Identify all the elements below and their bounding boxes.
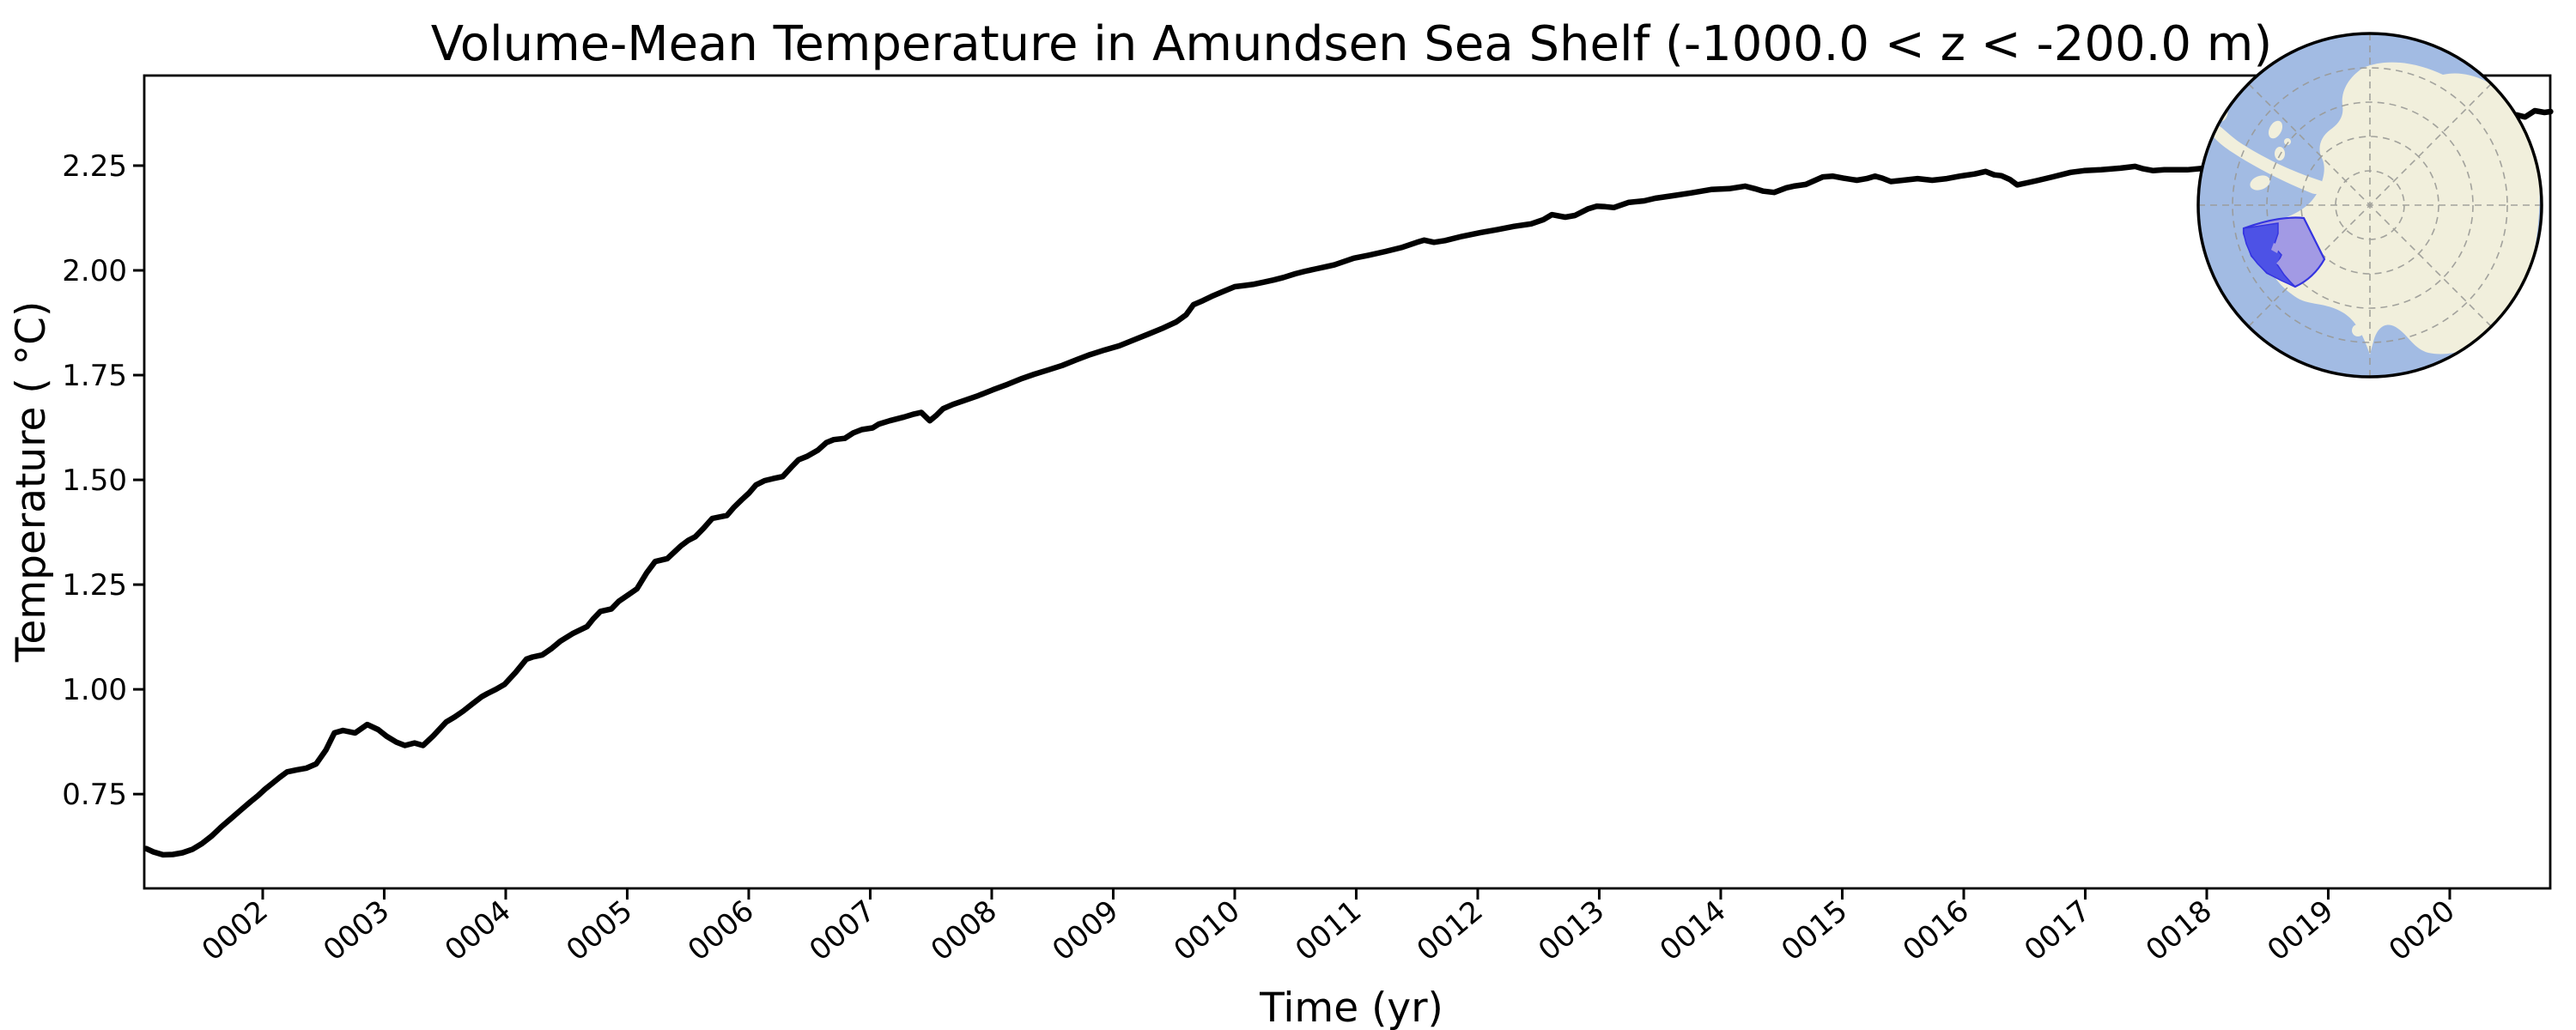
x-tick-label: 0012 [1411, 894, 1490, 967]
region-highlight-shelf [2243, 222, 2296, 288]
antarctic-peninsula [2208, 123, 2324, 195]
x-tick-label: 0020 [2383, 894, 2462, 967]
y-tick-label: 1.75 [62, 359, 127, 393]
inset-island [2284, 138, 2291, 145]
y-axis-ticks: 0.75 1.00 1.25 1.50 1.75 2.00 2.25 [62, 149, 144, 812]
graticule-parallel [2232, 67, 2508, 343]
region-shelf-gap [2271, 243, 2280, 253]
x-tick-label: 0018 [2140, 894, 2219, 967]
x-tick-label: 0004 [439, 894, 518, 967]
plot-area-spines [143, 74, 2552, 890]
inset-border [2196, 32, 2543, 379]
x-tick-label: 0015 [1775, 894, 1854, 967]
antarctica-mainland [2264, 62, 2540, 354]
chart-title: Volume-Mean Temperature in Amundsen Sea … [431, 16, 2272, 72]
x-tick-label: 0003 [317, 894, 396, 967]
x-tick-label: 0019 [2261, 894, 2340, 967]
y-tick-label: 0.75 [62, 778, 127, 812]
y-tick-label: 1.25 [62, 568, 127, 603]
x-axis-ticks: 0002 0003 0004 0005 0006 0007 0008 0009 0010 0011… [196, 888, 2462, 968]
region-shelf-gap [2276, 258, 2286, 267]
y-axis-label: Temperature ( °C) [8, 301, 55, 663]
y-tick-label: 2.25 [62, 149, 127, 184]
x-axis-label: Time (yr) [1259, 985, 1443, 1030]
x-tick-label: 0016 [1897, 894, 1976, 967]
x-tick-label: 0007 [803, 894, 882, 967]
graticule-meridian [2248, 83, 2492, 327]
y-tick-label: 1.00 [62, 673, 127, 707]
inset-island [2352, 324, 2364, 336]
x-tick-label: 0011 [1289, 894, 1368, 967]
y-tick-label: 1.50 [62, 464, 127, 498]
x-tick-label: 0010 [1168, 894, 1247, 967]
x-tick-label: 0014 [1654, 894, 1733, 967]
x-tick-label: 0008 [925, 894, 1004, 967]
x-tick-label: 0006 [682, 894, 761, 967]
y-tick-label: 2.00 [62, 254, 127, 288]
inset-island [2275, 147, 2285, 161]
x-tick-label: 0005 [560, 894, 639, 967]
x-tick-label: 0002 [196, 894, 275, 967]
x-tick-label: 0013 [1532, 894, 1611, 967]
x-tick-label: 0017 [2018, 894, 2097, 967]
graticule-parallel [2266, 101, 2474, 309]
graticule [2198, 33, 2542, 377]
temperature-line [143, 107, 2554, 858]
inset-map [2196, 32, 2543, 379]
x-tick-label: 0009 [1046, 894, 1125, 967]
inset-island [2268, 120, 2283, 139]
inset-coastal-island [2250, 175, 2270, 191]
